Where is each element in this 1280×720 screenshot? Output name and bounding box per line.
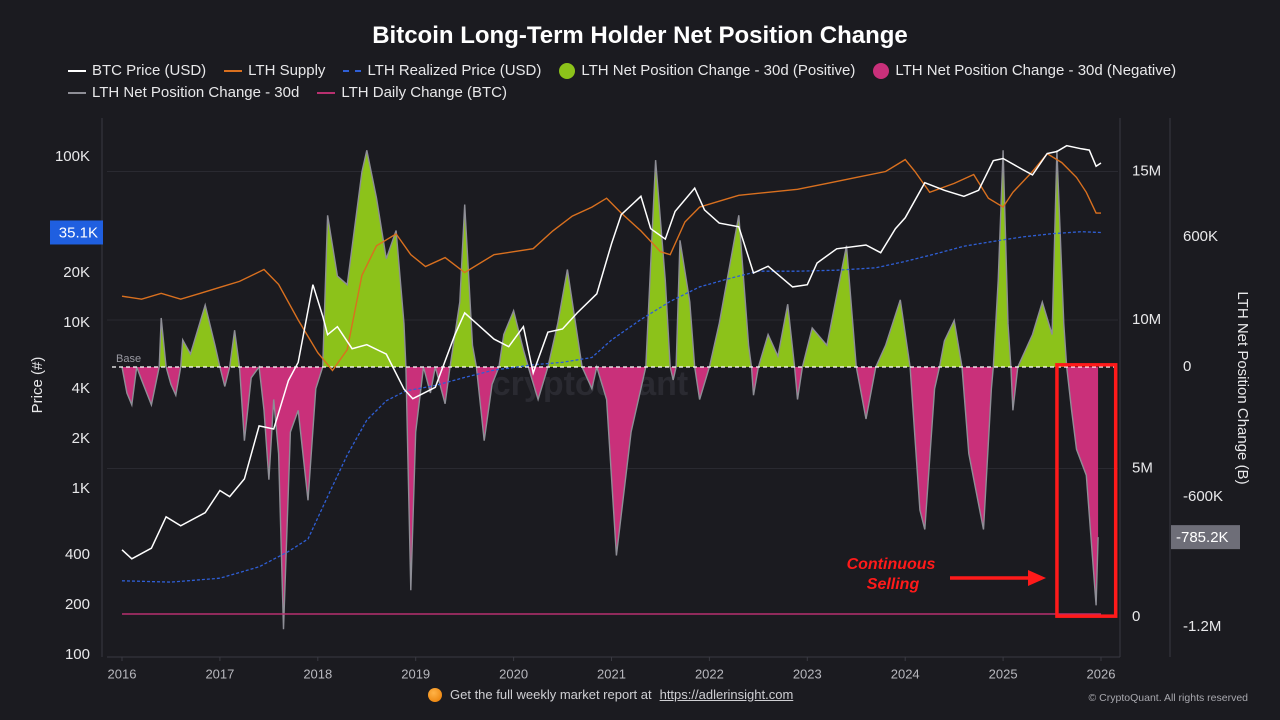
footer: Get the full weekly market report at htt… xyxy=(428,687,793,702)
left-tick-label: 100K xyxy=(55,148,90,165)
coin-icon xyxy=(428,687,442,702)
x-tick-label: 2021 xyxy=(597,666,626,681)
net-positive-area xyxy=(122,150,1099,367)
left-tick-label: 400 xyxy=(65,546,90,563)
dot-swatch-icon xyxy=(873,62,890,79)
lth-supply-line xyxy=(121,152,1101,372)
line-swatch-icon xyxy=(317,91,336,94)
footer-text: Get the full weekly market report at xyxy=(450,687,652,702)
x-tick-label: 2026 xyxy=(1087,666,1116,681)
line-swatch-icon xyxy=(68,69,86,72)
copyright: © CryptoQuant. All rights reserved xyxy=(1088,692,1248,704)
legend-label: LTH Supply xyxy=(248,62,326,79)
left-tick-label: 4K xyxy=(72,380,90,397)
annotation-text: Continuous xyxy=(847,556,936,573)
legend-label: LTH Net Position Change - 30d (Negative) xyxy=(895,62,1177,79)
right-tick-label: -1.2M xyxy=(1183,618,1221,635)
x-tick-label: 2022 xyxy=(695,666,724,681)
arrow-right-icon xyxy=(1028,570,1046,586)
left-tick-label: 200 xyxy=(65,596,90,613)
right-tick-label: 0 xyxy=(1183,358,1191,375)
mid-tick-label: 0 xyxy=(1132,608,1140,625)
x-tick-label: 2023 xyxy=(793,666,822,681)
right-tick-label: 600K xyxy=(1183,228,1218,245)
dashed-swatch-icon xyxy=(343,69,362,72)
legend-lth-supply[interactable]: LTH Supply xyxy=(224,62,325,79)
mid-tick-label: 10M xyxy=(1132,311,1161,328)
legend-label: LTH Realized Price (USD) xyxy=(367,62,542,79)
dot-swatch-icon xyxy=(559,62,576,79)
legend-net-positive[interactable]: LTH Net Position Change - 30d (Positive) xyxy=(559,62,855,79)
left-tick-label: 2K xyxy=(72,430,90,447)
x-tick-label: 2024 xyxy=(891,666,920,681)
chart-title: Bitcoin Long-Term Holder Net Position Ch… xyxy=(372,22,908,49)
legend-label: LTH Net Position Change - 30d (Positive) xyxy=(581,62,856,79)
x-tick-label: 2025 xyxy=(989,666,1018,681)
highlight-box xyxy=(1055,363,1118,618)
net-position-line xyxy=(121,150,1099,630)
btc-price-line xyxy=(121,144,1102,560)
x-tick-label: 2020 xyxy=(499,666,528,681)
x-tick-label: 2017 xyxy=(205,666,234,681)
x-tick-label: 2018 xyxy=(303,666,332,681)
legend-daily-change[interactable]: LTH Daily Change (BTC) xyxy=(317,84,507,101)
net-marker-label: -785.2K xyxy=(1176,529,1229,546)
left-tick-label: 1K xyxy=(72,480,90,497)
legend-net-negative[interactable]: LTH Net Position Change - 30d (Negative) xyxy=(873,62,1176,79)
base-label: Base xyxy=(116,353,141,365)
price-marker-label: 35.1K xyxy=(59,224,98,241)
legend-label: LTH Net Position Change - 30d xyxy=(92,84,300,101)
annotation-text: Selling xyxy=(867,576,920,593)
x-tick-label: 2016 xyxy=(108,666,137,681)
legend-net-position[interactable]: LTH Net Position Change - 30d xyxy=(68,84,299,101)
mid-tick-label: 15M xyxy=(1132,162,1161,179)
price-marker-badge xyxy=(50,220,103,245)
legend-label: LTH Daily Change (BTC) xyxy=(341,84,507,101)
left-tick-label: 20K xyxy=(63,264,90,281)
line-swatch-icon xyxy=(68,91,86,94)
footer-link[interactable]: https://adlerinsight.com xyxy=(659,687,794,702)
right-axis-title: LTH Net Position Change (B) xyxy=(1234,291,1251,484)
legend-label: BTC Price (USD) xyxy=(92,62,207,79)
legend-lth-realized-price[interactable]: LTH Realized Price (USD) xyxy=(343,62,541,79)
left-tick-label: 100 xyxy=(65,646,90,663)
net-negative-area xyxy=(122,367,1099,630)
x-tick-label: 2019 xyxy=(401,666,430,681)
left-tick-label: 10K xyxy=(63,314,90,331)
net-marker-badge xyxy=(1171,525,1240,550)
legend-btc-price[interactable]: BTC Price (USD) xyxy=(68,62,206,79)
left-axis-title: Price (#) xyxy=(29,357,46,414)
right-tick-label: -600K xyxy=(1183,488,1223,505)
legend-row-1: BTC Price (USD) LTH Supply LTH Realized … xyxy=(68,62,1176,79)
line-swatch-icon xyxy=(224,69,243,72)
legend-row-2: LTH Net Position Change - 30d LTH Daily … xyxy=(68,84,507,101)
mid-tick-label: 5M xyxy=(1132,459,1153,476)
